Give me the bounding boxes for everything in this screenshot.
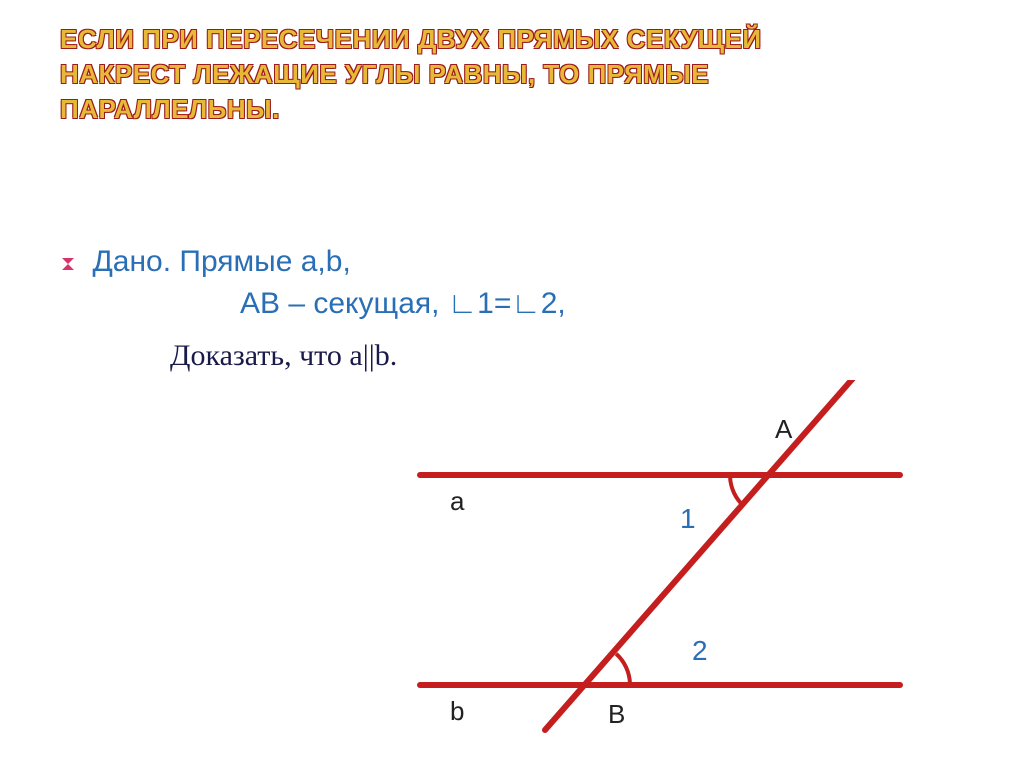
svg-text:2: 2 xyxy=(692,635,708,666)
svg-text:B: B xyxy=(608,699,625,729)
title-line-1: ЕСЛИ ПРИ ПЕРЕСЕЧЕНИИ ДВУХ ПРЯМЫХ СЕКУЩЕЙ xyxy=(60,22,984,57)
svg-text:a: a xyxy=(450,486,465,516)
given-line-1: Дано. Прямые a,b, xyxy=(60,245,566,279)
prove-text: Доказать, что a||b. xyxy=(170,339,397,372)
given-text-1: Дано. Прямые a,b, xyxy=(92,245,350,278)
geometry-diagram: A Ba b 1 2 xyxy=(380,380,940,740)
given-line-2: AB – секущая, ∟1=∟2, xyxy=(60,287,566,321)
prove-line: Доказать, что a||b. xyxy=(60,339,566,373)
bullet-icon xyxy=(60,256,76,277)
given-text-2: AB – секущая, ∟1=∟2, xyxy=(240,287,566,320)
svg-text:b: b xyxy=(450,696,464,726)
svg-text:A: A xyxy=(775,414,793,444)
title-line-3: ПАРАЛЛЕЛЬНЫ. xyxy=(60,92,984,127)
title-line-2: НАКРЕСТ ЛЕЖАЩИЕ УГЛЫ РАВНЫ, ТО ПРЯМЫЕ xyxy=(60,57,984,92)
svg-text:1: 1 xyxy=(680,503,696,534)
theorem-title: ЕСЛИ ПРИ ПЕРЕСЕЧЕНИИ ДВУХ ПРЯМЫХ СЕКУЩЕЙ… xyxy=(60,22,984,127)
given-block: Дано. Прямые a,b, AB – секущая, ∟1=∟2, Д… xyxy=(60,245,566,373)
